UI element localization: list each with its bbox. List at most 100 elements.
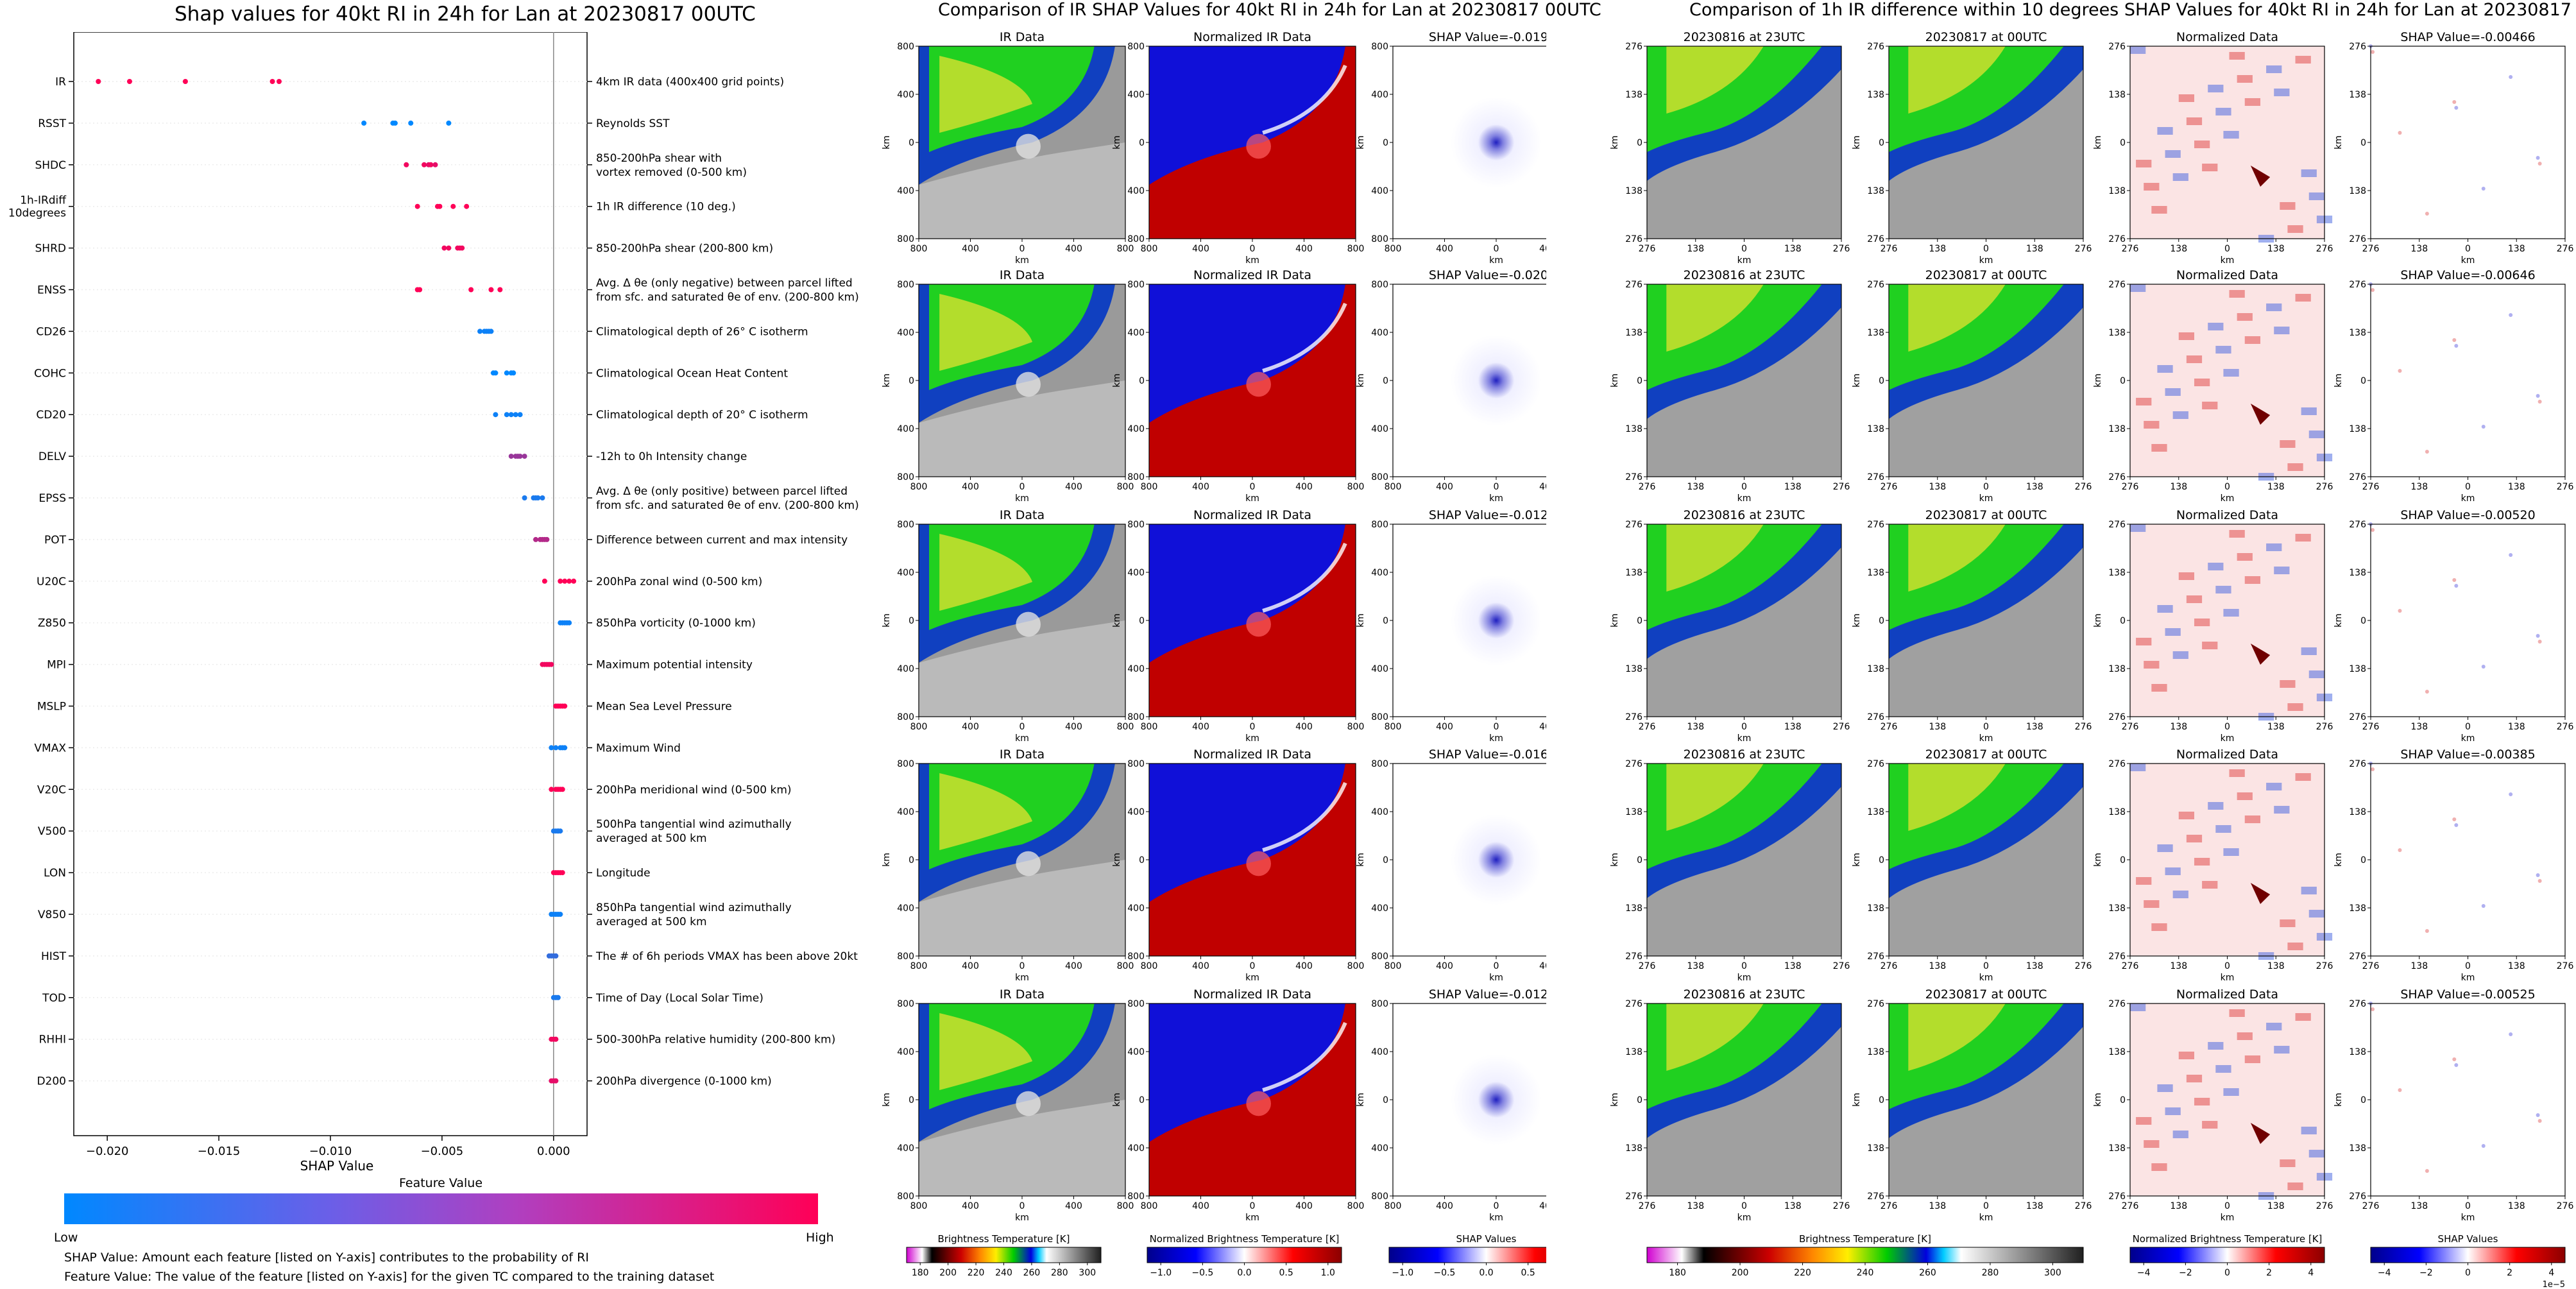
feature-name-label: COHC <box>34 367 66 380</box>
diff-patch <box>2144 900 2160 908</box>
feature-description-label: Mean Sea Level Pressure <box>596 701 732 713</box>
shap-speck <box>2398 609 2402 613</box>
x-tick-label: 276 <box>2122 482 2139 492</box>
x-tick-label: 276 <box>1639 961 1656 971</box>
x-tick-label: 800 <box>1385 482 1402 492</box>
y-tick-label: 0 <box>2120 1095 2126 1105</box>
shap-point <box>517 454 523 459</box>
colorbar-tick-label: 260 <box>1023 1268 1041 1278</box>
ir-cloud-yellow <box>939 56 1033 133</box>
feature-description-line: Difference between current and max inten… <box>596 534 848 547</box>
y-tick-label: 400 <box>1371 903 1388 914</box>
y-tick-label: 138 <box>1625 328 1642 338</box>
x-tick-label: 0 <box>1019 1201 1025 1211</box>
y-axis-label: km <box>1112 135 1122 149</box>
diff-patch <box>2301 887 2317 894</box>
x-tick-label: 276 <box>1833 482 1850 492</box>
y-tick-label: 138 <box>2349 424 2366 434</box>
x-axis-label: km <box>1979 973 1993 983</box>
feature-name-line: POT <box>44 534 67 547</box>
feature-name-line: SHDC <box>35 159 66 172</box>
y-tick-label: 400 <box>1371 186 1388 196</box>
feature-description-line: Maximum potential intensity <box>596 659 753 672</box>
x-tick-label: 400 <box>1436 244 1453 254</box>
diff-patch <box>2295 534 2311 542</box>
y-tick-label: 400 <box>897 807 914 817</box>
feature-name-line: RHHI <box>39 1034 66 1046</box>
x-tick-label: 138 <box>2026 722 2043 732</box>
x-tick-label: 276 <box>2557 1201 2574 1211</box>
feature-name-line: V850 <box>38 909 66 921</box>
subplot-title: Normalized IR Data <box>1193 268 1311 282</box>
y-tick-label: 276 <box>2108 712 2126 722</box>
y-tick-label: 276 <box>2108 999 2126 1009</box>
diff-patch <box>2287 703 2303 711</box>
y-tick-label: 0 <box>908 1095 914 1105</box>
x-tick-label: 138 <box>1929 722 1946 732</box>
x-tick-label: 800 <box>1385 961 1402 971</box>
y-tick-label: 0 <box>2360 138 2366 148</box>
feature-description-label: 850hPa tangential wind azimuthally averag… <box>596 901 792 928</box>
feature-name-line: EPSS <box>38 492 66 505</box>
y-axis-label: km <box>1852 373 1862 388</box>
y-tick-label: 138 <box>2349 1047 2366 1057</box>
diff-patch <box>2194 619 2210 626</box>
x-axis-label: km <box>1489 255 1503 266</box>
diff-patch <box>2223 369 2239 377</box>
y-tick-label: 138 <box>1625 807 1642 817</box>
x-axis-label: km <box>1979 493 1993 504</box>
panel1-title: Shap values for 40kt RI in 24h for Lan a… <box>175 3 756 26</box>
shap-point <box>96 79 101 84</box>
x-tick-label: 138 <box>2508 722 2525 732</box>
y-tick-label: 138 <box>1625 1143 1642 1154</box>
y-tick-label: 138 <box>2108 807 2126 817</box>
shap-point <box>533 536 538 542</box>
diff-patch <box>2208 802 2224 810</box>
x-tick-label: 0 <box>2224 961 2230 971</box>
feature-description-line: 200hPa zonal wind (0-500 km) <box>596 576 762 588</box>
x-axis-label: km <box>2461 493 2475 504</box>
y-axis-label: km <box>1356 853 1366 867</box>
shap-speck <box>2536 394 2540 398</box>
y-tick-label: 276 <box>1625 759 1642 769</box>
colorbar-tick-label: 2 <box>2266 1268 2272 1278</box>
shap-value-title: SHAP Value=-0.00520 <box>2400 508 2535 522</box>
storm-eye <box>1246 851 1271 876</box>
shap-point <box>404 162 409 167</box>
colorbar-tick-label: 200 <box>939 1268 957 1278</box>
x-tick-label: 0 <box>1983 722 1989 732</box>
diff-patch <box>2202 881 2218 889</box>
feature-name-line: COHC <box>34 367 66 380</box>
y-axis-label: km <box>1356 1093 1366 1107</box>
x-tick-label: 138 <box>1929 244 1946 254</box>
subplot-title: IR Data <box>1000 508 1045 522</box>
shap-point <box>504 412 509 418</box>
x-axis-label: km <box>1489 973 1503 983</box>
diff-patch <box>2194 379 2210 386</box>
feature-name-line: CD20 <box>36 409 66 422</box>
x-tick-label: 138 <box>1687 1201 1704 1211</box>
x-axis-label: km <box>2461 255 2475 266</box>
y-tick-label: 276 <box>2349 472 2366 482</box>
y-tick-label: 276 <box>2108 280 2126 290</box>
x-tick-label: 138 <box>1784 961 1802 971</box>
norm-cold-cloud <box>1149 524 1345 663</box>
feature-description-line: from sfc. and saturated θe of env. (200-… <box>596 291 859 304</box>
feature-description-line: from sfc. and saturated θe of env. (200-… <box>596 499 859 512</box>
x-axis-label: km <box>1015 733 1029 744</box>
subplot-title: 20230817 at 00UTC <box>1925 747 2047 762</box>
y-tick-label: 400 <box>1127 1143 1145 1154</box>
diff-patch <box>2287 225 2303 233</box>
colorbar-tick-label: 240 <box>1857 1268 1874 1278</box>
subplot-title: Normalized IR Data <box>1193 30 1311 44</box>
feature-description-label: Difference between current and max inten… <box>596 534 848 547</box>
feature-name-line: 10degrees <box>8 207 66 220</box>
storm-eye <box>1016 133 1041 159</box>
x-tick-label: 800 <box>1117 1201 1134 1211</box>
feature-description-label: Climatological depth of 20° C isotherm <box>596 409 808 422</box>
feature-name-label: CD20 <box>36 409 66 422</box>
shap-image-background <box>2371 1003 2565 1196</box>
x-tick-label: 800 <box>1117 244 1134 254</box>
y-axis-label: km <box>1610 135 1620 149</box>
shap-point <box>269 79 275 84</box>
